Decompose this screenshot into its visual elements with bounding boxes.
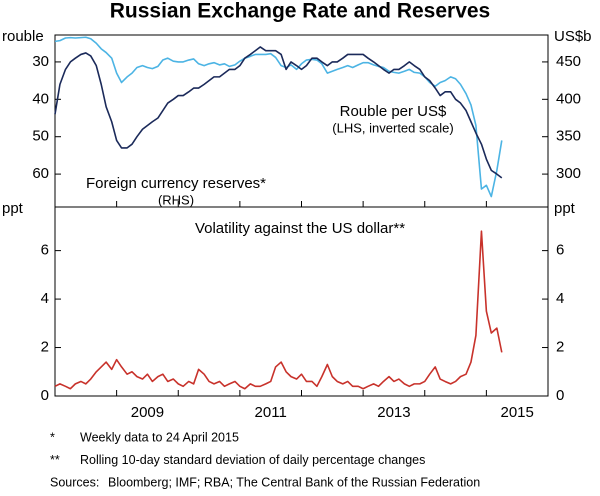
series-line: [54, 46, 503, 179]
footnote-marker: Sources:: [50, 475, 99, 489]
y-tick-label: 40: [32, 90, 49, 107]
y-tick-label: 50: [32, 128, 49, 145]
y2-axis-label: ppt: [554, 200, 576, 217]
x-tick-label: 2011: [255, 404, 287, 421]
y2-tick-label: 0: [556, 387, 564, 404]
series-sublabel: (RHS): [158, 192, 194, 207]
y2-tick-label: 6: [556, 242, 564, 259]
y2-axis-label: US$b: [554, 28, 592, 45]
y-axis-label: ppt: [2, 200, 24, 217]
y-tick-label: 4: [41, 290, 49, 307]
x-tick-label: 2009: [131, 404, 164, 421]
panel-title: Volatility against the US dollar**: [195, 220, 405, 237]
y2-tick-label: 2: [556, 339, 564, 356]
x-tick-label: 2013: [377, 404, 410, 421]
chart-title: Russian Exchange Rate and Reserves: [110, 0, 491, 23]
series-label: Foreign currency reserves*: [86, 175, 266, 192]
y-tick-label: 30: [32, 53, 49, 70]
footnote-text: Rolling 10-day standard deviation of dai…: [80, 453, 425, 467]
footnote-marker: **: [50, 453, 60, 467]
footnote-marker: *: [50, 430, 55, 444]
footnote-text: Weekly data to 24 April 2015: [80, 430, 239, 444]
series-sublabel: (LHS, inverted scale): [332, 120, 453, 135]
series-label: Rouble per US$: [340, 103, 447, 120]
y2-tick-label: 400: [556, 90, 581, 107]
y2-tick-label: 300: [556, 165, 581, 182]
y-axis-label: rouble: [2, 28, 44, 45]
y2-tick-label: 450: [556, 53, 581, 70]
y-tick-label: 60: [32, 165, 49, 182]
y-tick-label: 2: [41, 339, 49, 356]
y-tick-label: 6: [41, 242, 49, 259]
y2-tick-label: 350: [556, 128, 581, 145]
footnote-text: Bloomberg; IMF; RBA; The Central Bank of…: [108, 475, 480, 489]
x-tick-label: 2015: [501, 404, 534, 421]
series-line: [54, 230, 503, 390]
y-tick-label: 0: [41, 387, 49, 404]
y2-tick-label: 4: [556, 290, 564, 307]
